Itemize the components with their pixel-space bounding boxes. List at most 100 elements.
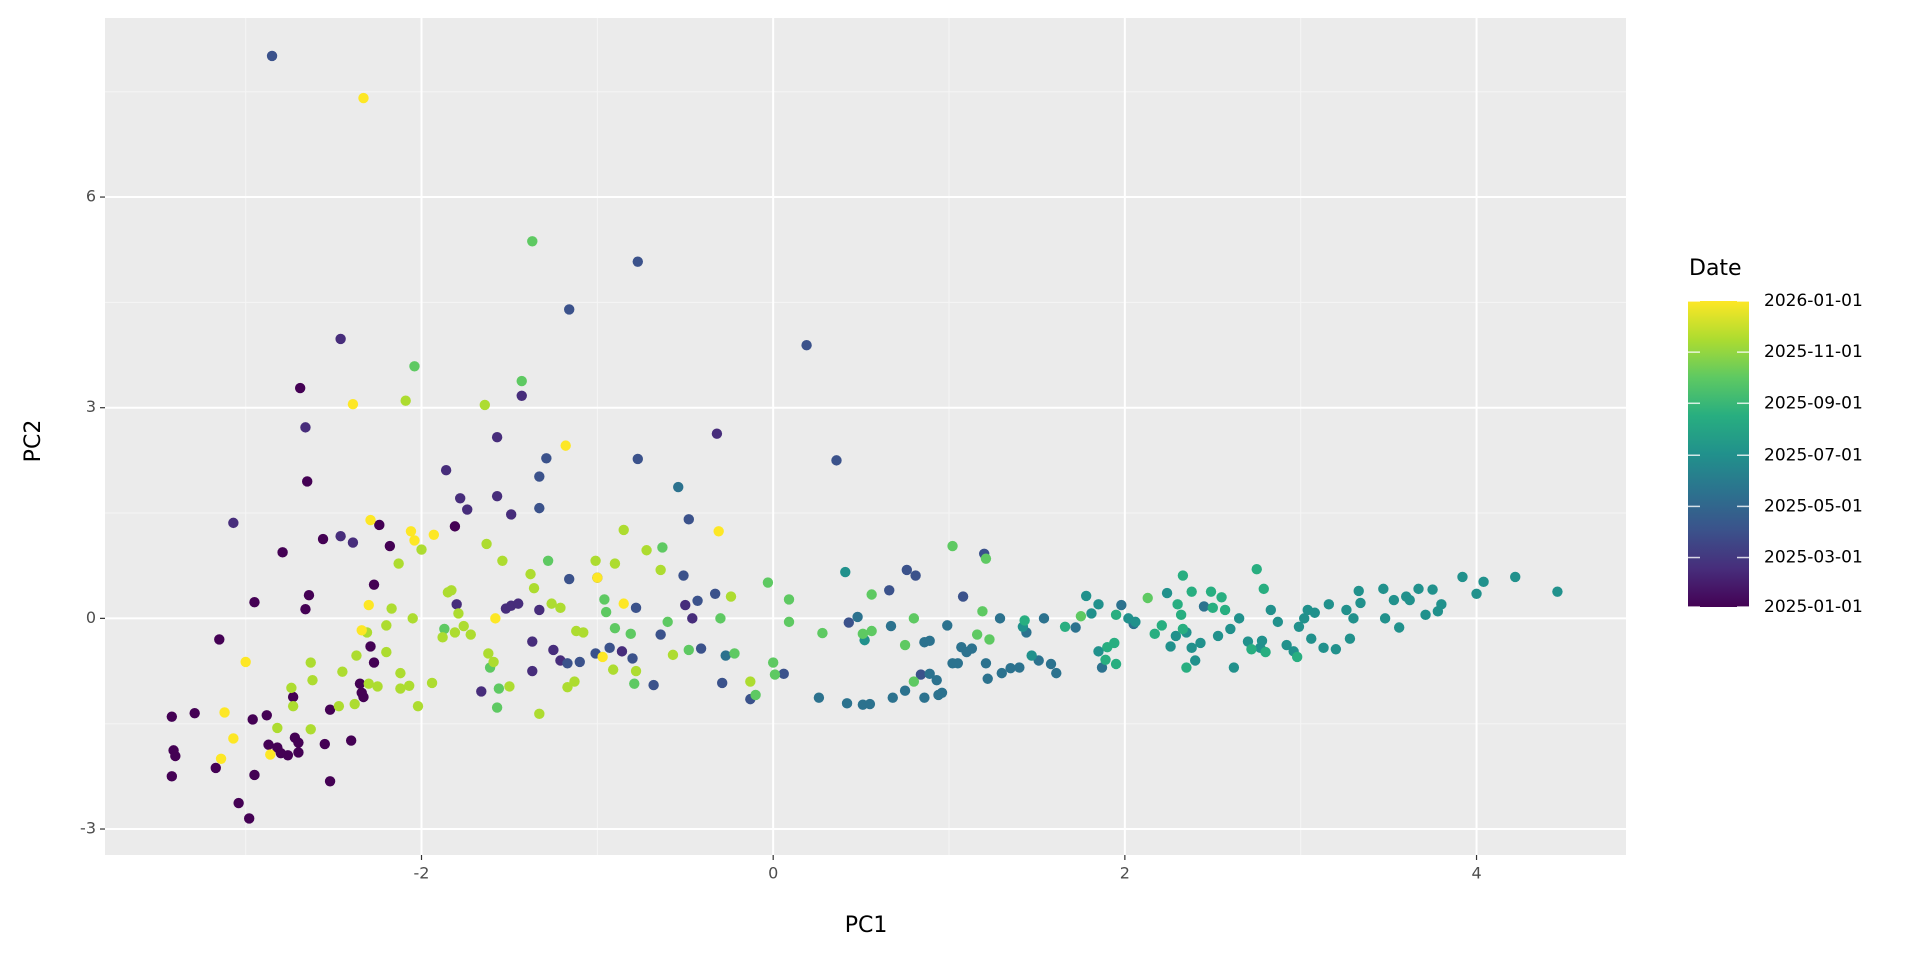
point bbox=[655, 629, 666, 640]
point bbox=[683, 644, 694, 656]
colorbar-label: 2026-01-01 bbox=[1764, 291, 1863, 311]
point bbox=[984, 634, 995, 645]
point bbox=[607, 664, 619, 675]
point bbox=[560, 440, 571, 451]
point bbox=[428, 529, 440, 541]
point bbox=[1341, 604, 1352, 616]
point bbox=[562, 681, 573, 693]
point bbox=[363, 599, 374, 611]
point bbox=[354, 678, 366, 689]
point bbox=[451, 599, 462, 610]
point bbox=[564, 573, 575, 585]
point bbox=[300, 422, 311, 433]
point bbox=[265, 749, 276, 760]
point bbox=[426, 677, 438, 689]
point bbox=[497, 555, 508, 566]
point bbox=[924, 668, 935, 680]
y-tick-label: 0 bbox=[86, 608, 96, 627]
point bbox=[381, 620, 392, 631]
point bbox=[395, 683, 406, 694]
point bbox=[1165, 641, 1176, 652]
point bbox=[564, 304, 575, 315]
point bbox=[1272, 616, 1284, 628]
point bbox=[590, 555, 601, 566]
point bbox=[678, 570, 689, 581]
point bbox=[908, 676, 920, 687]
point bbox=[400, 395, 411, 406]
point bbox=[228, 733, 239, 744]
point bbox=[347, 537, 359, 548]
point bbox=[1026, 650, 1037, 661]
point bbox=[1096, 662, 1108, 673]
x-tick-label: 2 bbox=[1120, 864, 1130, 883]
point bbox=[625, 628, 636, 640]
point bbox=[249, 597, 260, 608]
point bbox=[616, 646, 628, 657]
point bbox=[335, 531, 346, 542]
point bbox=[1242, 636, 1254, 647]
colorbar bbox=[1688, 301, 1749, 607]
point bbox=[597, 651, 608, 663]
point bbox=[166, 771, 178, 782]
point bbox=[884, 585, 895, 596]
point bbox=[215, 753, 227, 765]
y-axis-title: PC2 bbox=[21, 420, 46, 463]
point bbox=[936, 687, 948, 698]
point bbox=[657, 542, 668, 553]
point bbox=[813, 692, 825, 703]
point bbox=[1207, 602, 1218, 614]
point bbox=[384, 540, 396, 552]
point bbox=[562, 658, 573, 669]
point bbox=[1258, 583, 1269, 595]
point bbox=[305, 724, 316, 735]
point bbox=[542, 555, 554, 566]
point bbox=[899, 639, 911, 651]
colorbar-label: 2025-03-01 bbox=[1764, 548, 1863, 568]
point bbox=[409, 535, 420, 546]
point bbox=[578, 627, 589, 638]
point bbox=[1014, 662, 1025, 673]
point bbox=[600, 606, 612, 618]
point bbox=[632, 453, 643, 465]
point bbox=[210, 762, 221, 774]
point bbox=[1355, 597, 1366, 609]
point bbox=[365, 641, 376, 652]
point bbox=[977, 606, 988, 617]
point bbox=[1186, 642, 1197, 654]
point bbox=[1051, 667, 1062, 679]
point bbox=[287, 700, 299, 712]
point bbox=[630, 665, 642, 677]
point bbox=[715, 613, 726, 624]
point bbox=[527, 665, 538, 677]
point bbox=[866, 589, 877, 600]
point bbox=[910, 570, 921, 581]
point bbox=[337, 666, 348, 677]
point bbox=[333, 700, 345, 712]
point bbox=[1219, 604, 1231, 616]
point bbox=[1323, 599, 1335, 610]
point bbox=[395, 667, 406, 679]
point bbox=[363, 678, 374, 689]
x-tick-label: -2 bbox=[414, 864, 430, 883]
point bbox=[374, 519, 385, 531]
point bbox=[852, 611, 863, 623]
point bbox=[629, 678, 640, 689]
point bbox=[840, 566, 851, 578]
y-tick-label: 3 bbox=[86, 397, 96, 416]
point bbox=[866, 625, 877, 637]
point bbox=[261, 710, 272, 721]
point bbox=[864, 698, 876, 710]
point bbox=[750, 689, 761, 701]
point bbox=[1189, 655, 1201, 666]
point bbox=[416, 544, 427, 555]
point bbox=[1478, 576, 1489, 588]
point bbox=[1420, 609, 1431, 621]
point bbox=[618, 524, 629, 536]
point bbox=[729, 648, 740, 659]
grid bbox=[105, 18, 1626, 855]
point bbox=[1510, 571, 1521, 583]
point bbox=[709, 588, 721, 599]
point bbox=[569, 676, 580, 687]
point bbox=[319, 738, 330, 750]
point bbox=[783, 594, 795, 605]
